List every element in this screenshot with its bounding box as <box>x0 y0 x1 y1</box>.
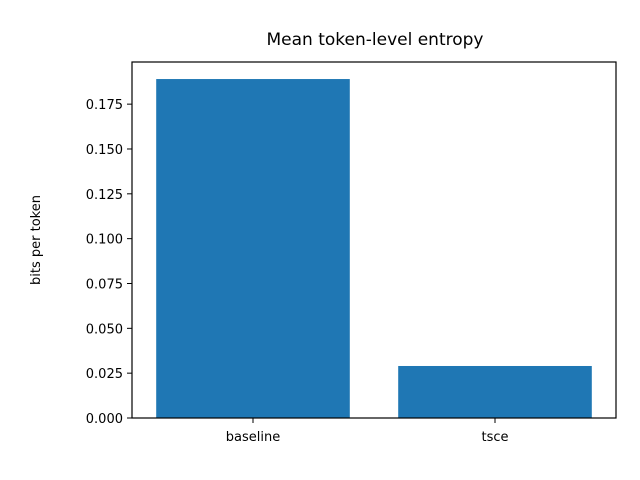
bar-baseline <box>156 79 350 418</box>
y-tick-label: 0.075 <box>86 277 123 292</box>
chart-title: Mean token-level entropy <box>267 30 484 50</box>
y-axis-label: bits per token <box>29 195 44 285</box>
y-tick-label: 0.050 <box>86 322 123 337</box>
y-tick-label: 0.150 <box>86 143 123 158</box>
x-tick-label-tsce: tsce <box>481 430 508 445</box>
x-axis: baseline tsce <box>226 418 509 445</box>
y-axis: 0.000 0.025 0.050 0.075 0.100 0.125 0.150 0.175 <box>86 98 132 427</box>
y-tick-label: 0.000 <box>86 412 123 427</box>
y-tick-label: 0.025 <box>86 367 123 382</box>
y-tick-label: 0.100 <box>86 233 123 248</box>
plot-frame <box>131 61 617 419</box>
y-tick-label: 0.125 <box>86 188 123 203</box>
y-tick-label: 0.175 <box>86 98 123 113</box>
x-tick-label-baseline: baseline <box>226 430 280 445</box>
bars-group <box>156 79 592 418</box>
bar-tsce <box>398 365 592 418</box>
